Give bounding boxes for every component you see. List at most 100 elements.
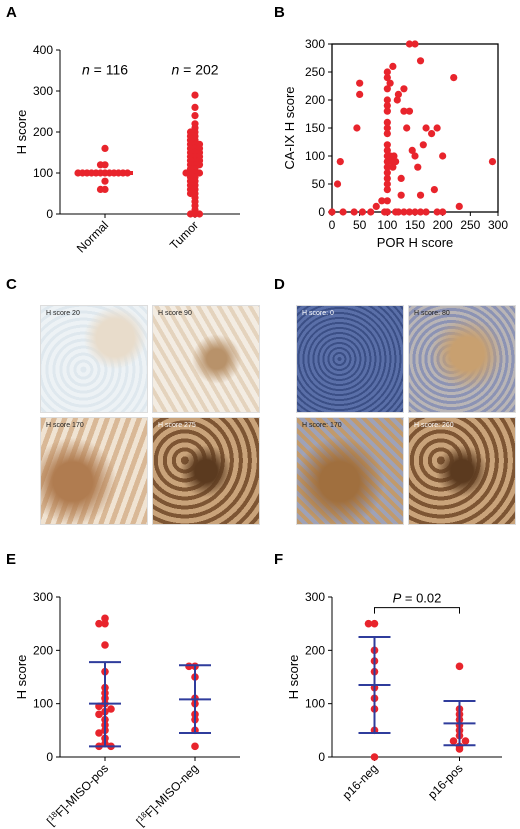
significance-bracket <box>374 607 460 614</box>
data-point <box>449 737 458 745</box>
data-point <box>383 118 391 126</box>
micrograph-label: H score 90 <box>158 310 192 317</box>
data-point <box>101 614 109 623</box>
chart-a: 0 100 200 300 400 H score Normal Tumor n = 116 n … <box>14 43 240 255</box>
x-tick-label: 250 <box>460 218 480 232</box>
data-point <box>383 208 391 216</box>
data-point <box>353 124 361 132</box>
x-tick-label: 300 <box>488 218 508 232</box>
data-point <box>191 91 199 99</box>
micrograph-label: H score: 0 <box>302 310 334 317</box>
data-point <box>433 208 441 216</box>
micrograph-1: H score 20 <box>40 305 148 413</box>
data-point <box>96 161 105 169</box>
data-point <box>400 208 408 216</box>
data-point <box>333 180 342 188</box>
data-point <box>422 208 430 216</box>
y-tick-label: 100 <box>33 166 53 180</box>
y-tick-label: 400 <box>33 43 53 57</box>
p-value-annotation: P = 0.02 <box>393 591 442 606</box>
y-tick-label: 300 <box>305 590 325 604</box>
micrograph-3: H score: 170 <box>296 417 404 525</box>
y-tick-label: 0 <box>318 205 325 219</box>
data-point <box>422 124 430 132</box>
data-point <box>101 177 109 185</box>
data-point <box>411 40 419 48</box>
data-point <box>419 141 427 149</box>
micrograph-label: H score: 260 <box>414 422 454 429</box>
data-point <box>383 163 391 171</box>
y-tick-label: 100 <box>305 697 325 711</box>
x-tick-label: 50 <box>353 218 367 232</box>
data-point <box>394 208 402 216</box>
x-axis-label: POR H score <box>377 235 454 250</box>
data-point <box>405 107 414 115</box>
n-annotation: n = 202 <box>171 62 218 78</box>
data-point <box>383 107 391 115</box>
x-tick-label: [18F]-MISO-pos <box>44 761 111 828</box>
micrograph-label: H score: 170 <box>302 422 342 429</box>
data-point <box>397 174 405 182</box>
data-point <box>394 90 402 98</box>
data-point <box>336 158 344 166</box>
data-point <box>383 180 391 188</box>
y-axis-label: H score <box>286 655 301 700</box>
data-point <box>185 662 193 671</box>
y-tick-label: 50 <box>312 177 326 191</box>
y-tick-label: 200 <box>33 643 53 657</box>
data-point <box>411 208 419 216</box>
panel-letter-e: E <box>6 551 17 568</box>
y-axis-label: H score <box>14 655 29 700</box>
data-point <box>408 146 416 154</box>
data-point <box>372 202 380 210</box>
data-point <box>439 152 447 160</box>
data-point <box>339 208 347 216</box>
panel-d-micrographs: H score: 0 H score: 80 H score: 170 H score… <box>296 305 516 525</box>
data-point <box>378 197 386 205</box>
y-tick-label: 0 <box>318 750 325 764</box>
y-tick-label: 0 <box>46 207 53 221</box>
data-point <box>191 742 199 751</box>
panel-letter-a: A <box>6 4 17 21</box>
data-point <box>416 57 425 65</box>
y-axis-label: H score <box>14 110 29 155</box>
data-point <box>107 705 115 713</box>
micrograph-2: H score 90 <box>152 305 260 413</box>
x-tick-label: 100 <box>377 218 397 232</box>
x-tick-label: Tumor <box>167 218 201 252</box>
y-tick-label: 100 <box>305 149 325 163</box>
data-point <box>383 74 391 82</box>
data-point <box>386 79 394 87</box>
data-point <box>416 191 425 199</box>
y-tick-label: 300 <box>33 84 53 98</box>
data-point <box>191 103 199 111</box>
panel-letter-c: C <box>6 276 17 293</box>
data-point <box>383 197 391 205</box>
data-point <box>383 85 391 93</box>
data-point <box>450 74 458 82</box>
data-point <box>414 163 422 171</box>
micrograph-1: H score: 0 <box>296 305 404 413</box>
chart-e: 0 100 200 300 H score [18F]-MISO-pos [18F]-MIS… <box>14 590 240 829</box>
data-point <box>461 737 470 745</box>
data-point <box>389 62 397 70</box>
data-point <box>191 112 199 120</box>
y-tick-label: 300 <box>305 37 325 51</box>
chart-f: 0 100 200 300 H score p16-neg p16-pos P = 0.02 <box>286 590 502 802</box>
data-point <box>356 79 364 87</box>
chart-b: 0 50 100 150 200 250 300 0 50 100 150 200 250 300 POR … <box>282 37 508 250</box>
data-point <box>364 619 373 628</box>
x-tick-label: p16-neg <box>340 761 381 802</box>
data-point <box>95 619 103 628</box>
y-tick-label: 300 <box>33 590 53 604</box>
data-point <box>383 96 391 104</box>
data-point <box>370 753 379 761</box>
data-point <box>428 130 436 138</box>
micrograph-label: H score 170 <box>46 422 84 429</box>
y-axis-label: CA-IX H score <box>282 86 297 169</box>
micrograph-3: H score 170 <box>40 417 148 525</box>
data-point <box>328 208 336 216</box>
data-point <box>383 169 391 177</box>
data-point <box>356 90 364 98</box>
y-tick-label: 150 <box>305 121 325 135</box>
